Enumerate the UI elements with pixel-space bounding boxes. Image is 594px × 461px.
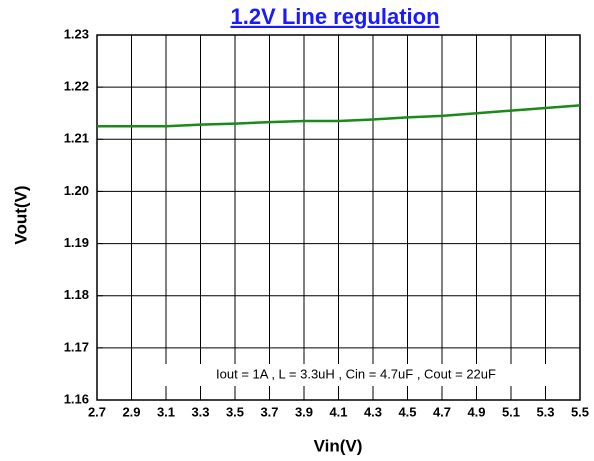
y-tick-label: 1.16	[64, 391, 89, 406]
x-tick-label: 4.1	[329, 404, 347, 419]
y-tick-label: 1.20	[64, 183, 89, 198]
data-line	[97, 104, 581, 128]
annotation-bg	[160, 364, 552, 386]
x-tick-label: 4.7	[433, 404, 451, 419]
x-tick-label: 2.9	[122, 404, 140, 419]
y-axis-label: Vout(V)	[11, 185, 30, 244]
x-tick-label: 3.9	[295, 404, 313, 419]
x-tick-label: 5.5	[571, 404, 589, 419]
annotation: Iout = 1A , L = 3.3uH , Cin = 4.7uF , Co…	[216, 366, 496, 381]
y-tick-label: 1.21	[64, 131, 89, 146]
y-tick-label: 1.23	[64, 26, 89, 41]
y-tick-label: 1.17	[64, 339, 89, 354]
x-tick-label: 3.1	[157, 404, 175, 419]
x-axis-label: Vin(V)	[314, 436, 363, 455]
chart-title: 1.2V Line regulation	[230, 4, 439, 29]
x-tick-label: 2.7	[88, 404, 106, 419]
x-tick-label: 4.9	[467, 404, 485, 419]
x-tick-label: 4.5	[398, 404, 416, 419]
x-tick-label: 3.3	[191, 404, 209, 419]
x-tick-label: 3.5	[226, 404, 244, 419]
plot-frame	[96, 34, 581, 401]
x-tick-label: 5.3	[536, 404, 554, 419]
x-tick-label: 5.1	[502, 404, 520, 419]
x-tick-label: 3.7	[260, 404, 278, 419]
y-tick-label: 1.18	[64, 287, 89, 302]
y-tick-label: 1.22	[64, 79, 89, 94]
x-tick-label: 4.3	[364, 404, 382, 419]
y-tick-label: 1.19	[64, 235, 89, 250]
